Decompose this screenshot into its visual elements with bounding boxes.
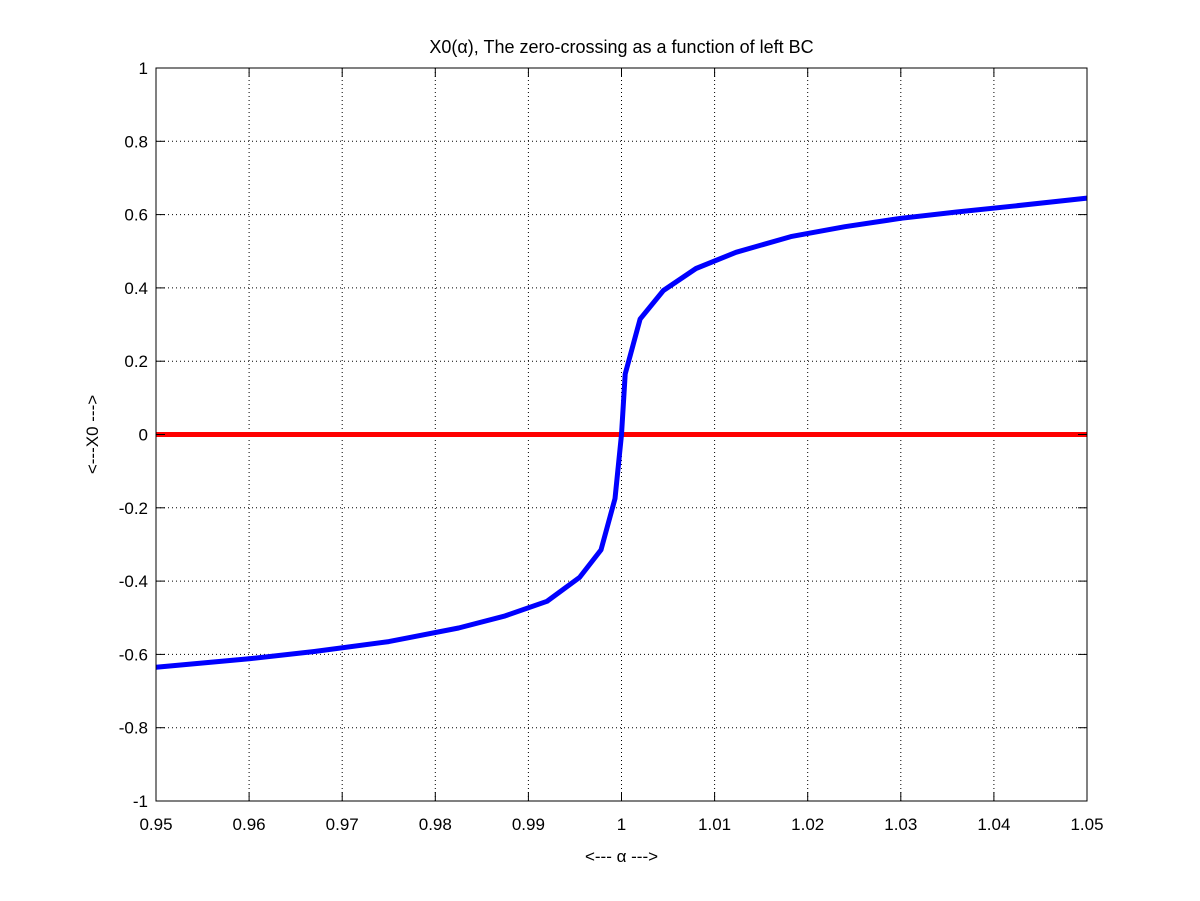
- x-axis-label: <--- α --->: [585, 847, 658, 866]
- y-tick-label: -0.6: [119, 645, 148, 664]
- y-tick-label: -1: [133, 792, 148, 811]
- x-tick-label: 1.05: [1070, 815, 1103, 834]
- y-tick-label: 0: [139, 426, 148, 445]
- x-tick-label: 1.01: [698, 815, 731, 834]
- y-tick-label: 0.2: [124, 352, 148, 371]
- y-tick-label: -0.8: [119, 719, 148, 738]
- x-tick-label: 1.03: [884, 815, 917, 834]
- series-line-0: [155, 195, 1088, 670]
- y-tick-label: 1: [139, 59, 148, 78]
- x-tick-label: 0.95: [139, 815, 172, 834]
- x-tick-label: 0.97: [326, 815, 359, 834]
- x-tick-label: 1.02: [791, 815, 824, 834]
- series-layer: [155, 195, 1088, 670]
- x-tick-label: 1.04: [977, 815, 1010, 834]
- chart-title: X0(α), The zero-crossing as a function o…: [429, 37, 813, 57]
- y-tick-label: -0.2: [119, 499, 148, 518]
- ticks: 0.95 0.96 0.97 0.98 0.99 1 1.01 1.02 1.03 1.04 1.0…: [119, 59, 1104, 834]
- y-axis-label: <---X0 --->: [83, 395, 102, 474]
- y-tick-label: -0.4: [119, 572, 148, 591]
- y-tick-label: 0.8: [124, 132, 148, 151]
- x-tick-label: 0.99: [512, 815, 545, 834]
- x-tick-label: 1: [617, 815, 626, 834]
- y-tick-label: 0.4: [124, 279, 148, 298]
- x-tick-label: 0.96: [233, 815, 266, 834]
- x-tick-label: 0.98: [419, 815, 452, 834]
- y-tick-label: 0.6: [124, 206, 148, 225]
